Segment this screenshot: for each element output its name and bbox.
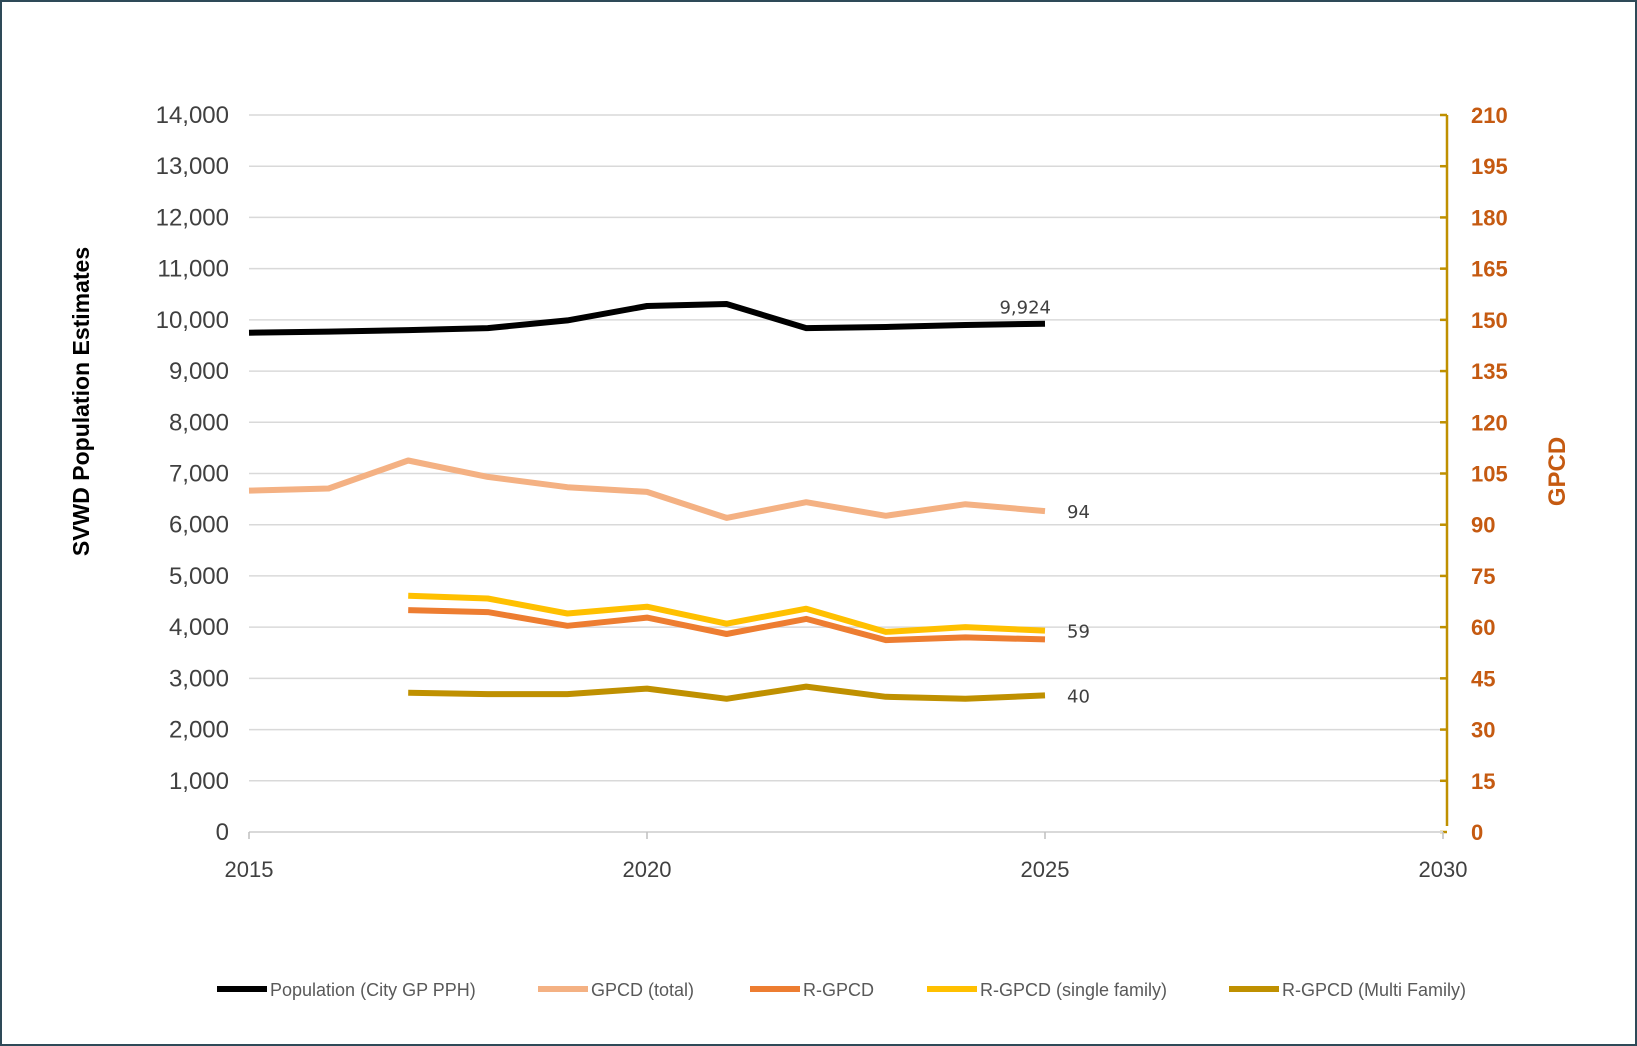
right-y-tick-label: 150 <box>1471 308 1508 333</box>
left-y-axis-title: SVWD Population Estimates <box>68 247 94 556</box>
right-y-tick-label: 15 <box>1471 769 1495 794</box>
series-line-r-gpcd-single-family <box>408 592 1046 635</box>
right-y-tick-label: 45 <box>1471 666 1495 691</box>
left-y-tick-label: 8,000 <box>169 409 229 436</box>
left-y-tick-label: 5,000 <box>169 563 229 590</box>
left-y-tick-label: 14,000 <box>156 102 229 129</box>
legend-label: R-GPCD <box>803 980 874 1000</box>
left-y-tick-label: 7,000 <box>169 461 229 488</box>
x-tick-label: 2025 <box>1021 857 1070 882</box>
legend-label: GPCD (total) <box>591 980 694 1000</box>
left-y-tick-label: 13,000 <box>156 153 229 180</box>
data-label: 9,924 <box>999 298 1051 319</box>
x-tick-label: 2015 <box>225 857 274 882</box>
right-y-tick-label: 195 <box>1471 154 1508 179</box>
left-y-tick-label: 11,000 <box>157 256 229 283</box>
right-y-tick-label: 180 <box>1471 205 1508 230</box>
grid-lines <box>249 114 1443 833</box>
legend: Population (City GP PPH) GPCD (total) R-GP… <box>217 980 1466 1000</box>
left-y-axis: 0 1,000 2,000 3,000 4,000 5,000 6,000 7,000 8,00… <box>68 102 229 846</box>
left-y-tick-label: 12,000 <box>156 204 229 231</box>
right-y-tick-label: 105 <box>1471 462 1508 487</box>
legend-label: R-GPCD (single family) <box>980 980 1167 1000</box>
right-y-tick-label: 90 <box>1471 513 1495 538</box>
legend-label: Population (City GP PPH) <box>270 980 476 1000</box>
left-y-tick-label: 2,000 <box>169 717 229 744</box>
series-lines <box>248 301 1046 702</box>
right-y-tick-label: 75 <box>1471 564 1495 589</box>
left-y-tick-label: 0 <box>216 819 229 846</box>
left-y-tick-label: 3,000 <box>169 665 229 692</box>
x-tick-label: 2020 <box>623 857 672 882</box>
series-line-r-gpcd <box>408 607 1046 644</box>
series-line-r-gpcd-multi-family <box>408 683 1046 702</box>
series-line-gpcd-total <box>248 457 1046 521</box>
left-y-tick-label: 10,000 <box>156 307 229 334</box>
x-axis: 2015 2020 2025 2030 <box>225 831 1468 882</box>
left-y-tick-label: 6,000 <box>169 512 229 539</box>
right-y-tick-label: 135 <box>1471 359 1508 384</box>
right-y-axis-title: GPCD <box>1544 437 1571 506</box>
data-label: 40 <box>1067 686 1090 707</box>
data-label: 94 <box>1067 502 1090 523</box>
right-y-tick-label: 30 <box>1471 718 1495 743</box>
left-y-tick-label: 4,000 <box>169 614 229 641</box>
right-y-tick-label: 120 <box>1471 410 1508 435</box>
data-label: 59 <box>1067 622 1090 643</box>
x-tick-label: 2030 <box>1419 857 1468 882</box>
data-labels: 9,924 94 59 40 <box>999 298 1089 708</box>
left-y-tick-label: 1,000 <box>169 768 229 795</box>
left-y-tick-label: 9,000 <box>169 358 229 385</box>
right-y-tick-label: 60 <box>1471 615 1495 640</box>
right-y-tick-label: 210 <box>1471 103 1508 128</box>
series-line-population-city-gp-pph <box>248 301 1046 336</box>
right-y-tick-label: 0 <box>1471 820 1483 845</box>
right-y-axis: 0 15 30 45 60 75 90 105 120 135 150 165 180 195 210 GPC… <box>1440 103 1571 845</box>
legend-label: R-GPCD (Multi Family) <box>1282 980 1466 1000</box>
right-y-tick-label: 165 <box>1471 257 1508 282</box>
